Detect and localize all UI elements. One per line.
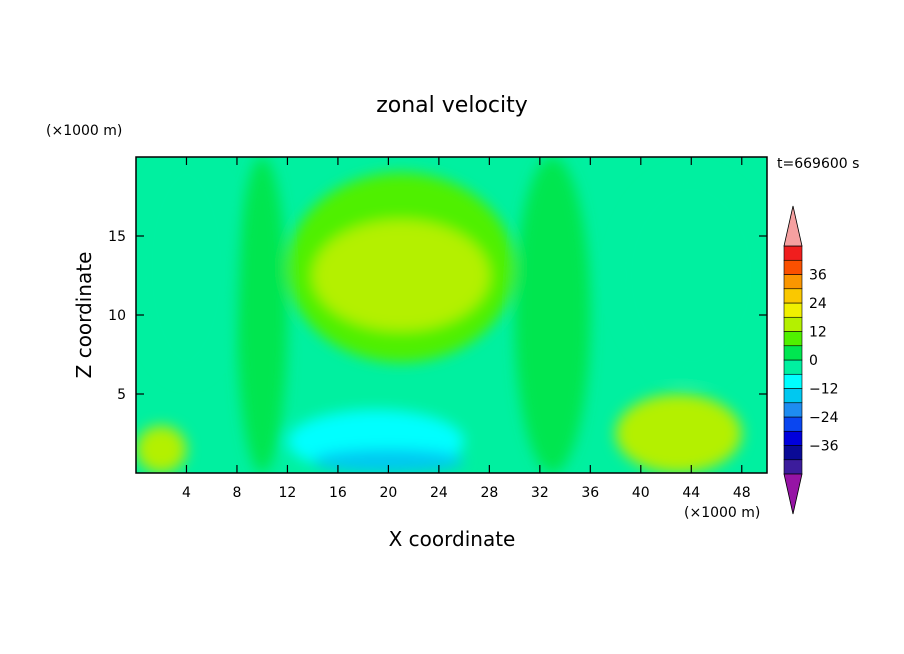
colorbar-swatch <box>783 445 803 461</box>
x-tick-label: 16 <box>329 485 347 501</box>
colorbar-swatch <box>783 302 803 318</box>
colorbar-tick-label: 12 <box>809 325 827 341</box>
colorbar-swatch <box>783 388 803 404</box>
colorbar-swatch <box>783 430 803 446</box>
colorbar-swatch <box>783 459 803 475</box>
x-axis-title: X coordinate <box>389 527 516 551</box>
x-tick-label: 40 <box>632 485 650 501</box>
y-unit-label: (×1000 m) <box>46 123 122 139</box>
y-tick-label: 10 <box>108 308 126 324</box>
colorbar-swatch <box>783 245 803 261</box>
colorbar-under-triangle <box>783 473 803 515</box>
colorbar-swatch <box>783 288 803 304</box>
x-unit-label: (×1000 m) <box>684 505 760 521</box>
colorbar-tick-label: −12 <box>809 382 839 398</box>
colorbar-swatch <box>783 259 803 275</box>
contour-region-3 <box>514 157 591 473</box>
x-tick-label: 8 <box>232 485 241 501</box>
contour-region-1 <box>615 172 767 379</box>
y-tick-label: 15 <box>108 229 126 245</box>
x-tick-label: 20 <box>379 485 397 501</box>
x-tick-label: 48 <box>733 485 751 501</box>
colorbar-tick-label: 24 <box>809 296 827 312</box>
colorbar-swatch <box>783 316 803 332</box>
colorbar-swatch <box>783 402 803 418</box>
colorbar-swatch <box>783 373 803 389</box>
contour-region-2 <box>236 157 288 473</box>
colorbar-tick-label: 36 <box>809 268 827 284</box>
x-tick-label: 44 <box>682 485 700 501</box>
colorbar-swatch <box>783 359 803 375</box>
colorbar-swatch <box>783 345 803 361</box>
x-tick-label: 24 <box>430 485 448 501</box>
colorbar-swatch <box>783 416 803 432</box>
y-tick-label: 5 <box>117 387 126 403</box>
colorbar-tick-label: 0 <box>809 353 818 369</box>
x-tick-label: 4 <box>182 485 191 501</box>
y-axis-title: Z coordinate <box>72 252 96 379</box>
colorbar-tick-label: −24 <box>809 410 839 426</box>
x-axis-ticks: 4 8 12 16 20 24 28 32 36 40 44 48 <box>182 157 751 501</box>
x-tick-label: 36 <box>581 485 599 501</box>
time-label: t=669600 s <box>777 156 859 172</box>
y-axis-ticks: 5 10 15 <box>108 229 767 403</box>
colorbar-over-triangle <box>783 205 803 247</box>
x-tick-label: 32 <box>531 485 549 501</box>
contour-region-0 <box>136 157 237 379</box>
colorbar-swatch <box>783 331 803 347</box>
chart-title: zonal velocity <box>376 93 528 118</box>
colorbar-swatch <box>783 274 803 290</box>
contour-field <box>136 157 767 473</box>
contour-region-5 <box>312 220 490 331</box>
x-tick-label: 28 <box>480 485 498 501</box>
colorbar-tick-label: −36 <box>809 439 839 455</box>
contour-region-7 <box>312 449 465 473</box>
contour-region-9 <box>136 425 187 473</box>
x-tick-label: 12 <box>279 485 297 501</box>
contour-region-8 <box>615 394 742 473</box>
colorbar: 36 24 12 0 −12 −24 −36 <box>783 205 839 515</box>
